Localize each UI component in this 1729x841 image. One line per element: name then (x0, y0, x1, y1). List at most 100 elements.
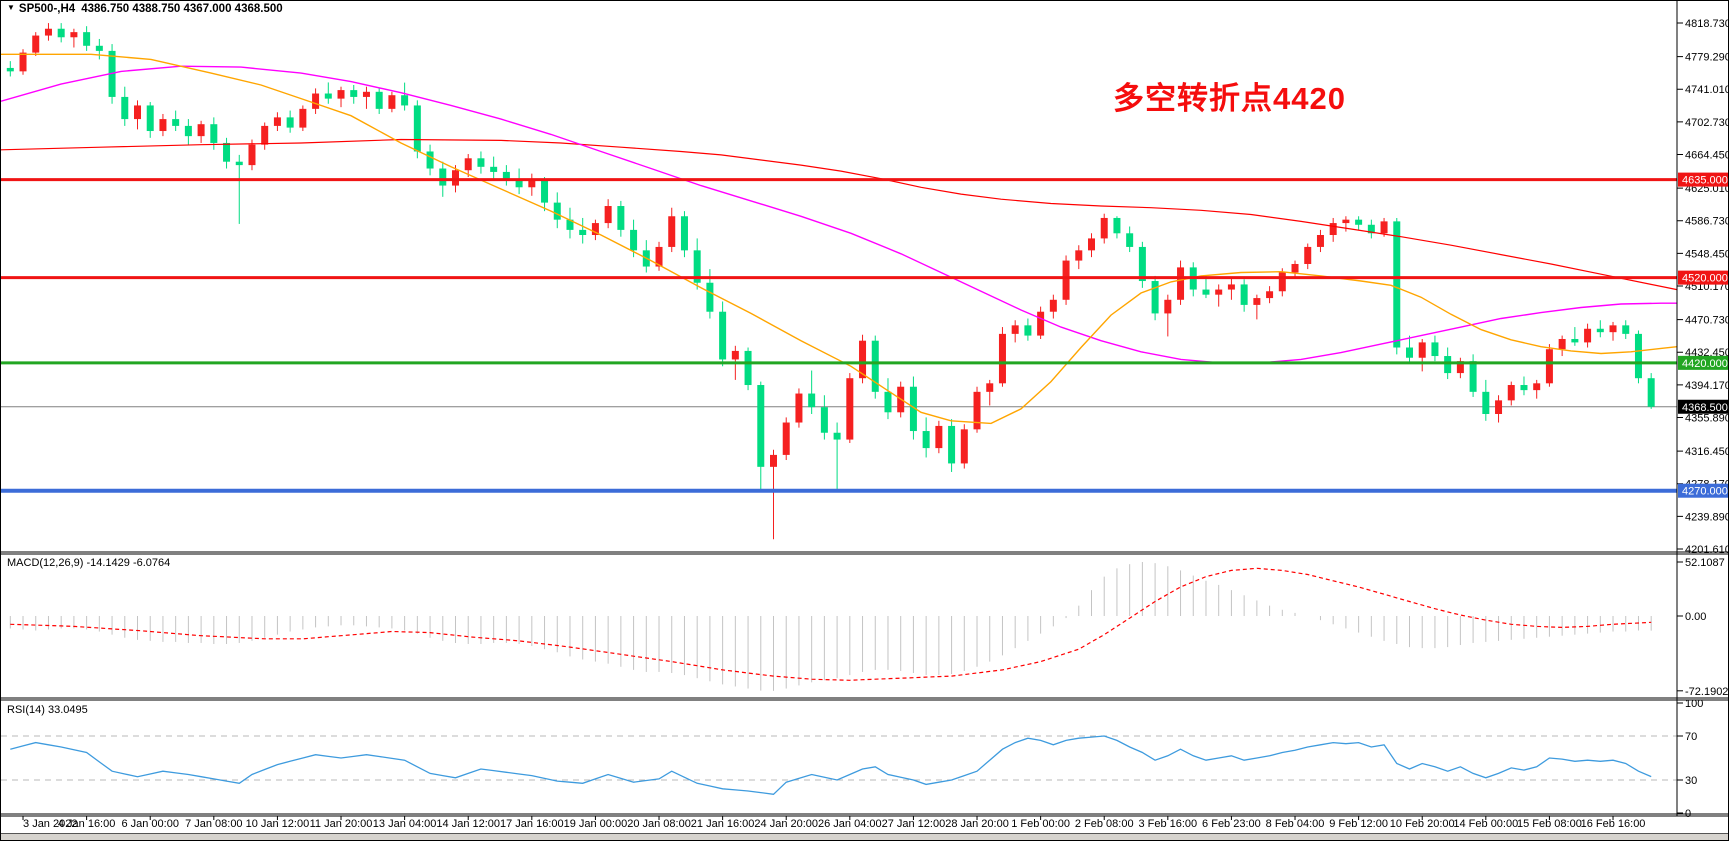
candle-up (1329, 223, 1337, 236)
candle-down (6, 67, 14, 72)
chart-dropdown-icon[interactable]: ▼ (7, 3, 15, 12)
candle-up (1075, 250, 1083, 261)
candle-up (1545, 349, 1553, 384)
macd-panel[interactable] (9, 562, 1652, 691)
candle-down (630, 229, 638, 251)
candle-up (1215, 289, 1223, 295)
candle-down (477, 158, 485, 167)
svg-text:4779.290: 4779.290 (1685, 52, 1729, 64)
svg-text:2 Feb 08:00: 2 Feb 08:00 (1075, 818, 1134, 830)
svg-text:9 Feb 12:00: 9 Feb 12:00 (1329, 818, 1388, 830)
svg-text:14 Feb 00:00: 14 Feb 00:00 (1453, 818, 1518, 830)
candle-up (935, 425, 943, 449)
candle-up (1227, 284, 1235, 290)
candle-up (782, 422, 790, 455)
svg-text:4586.730: 4586.730 (1685, 216, 1729, 228)
candle-down (744, 350, 752, 386)
candle-down (706, 282, 714, 312)
candle-down (223, 142, 231, 162)
svg-text:14 Jan 12:00: 14 Jan 12:00 (436, 818, 500, 830)
svg-text:20 Jan 08:00: 20 Jan 08:00 (627, 818, 691, 830)
candle-up (1266, 291, 1274, 299)
candle-down (1520, 385, 1528, 391)
svg-text:16 Feb 16:00: 16 Feb 16:00 (1581, 818, 1646, 830)
svg-text:4664.450: 4664.450 (1685, 150, 1729, 162)
candle-down (1622, 325, 1630, 334)
svg-text:4818.730: 4818.730 (1685, 18, 1729, 30)
candle-down (1113, 217, 1121, 234)
candle-up (159, 119, 167, 132)
candle-down (871, 340, 879, 392)
candle-up (1558, 338, 1566, 350)
svg-text:6 Feb 23:00: 6 Feb 23:00 (1202, 818, 1261, 830)
candle-down (490, 166, 498, 172)
candle-up (1316, 235, 1324, 247)
candle-up (1291, 263, 1299, 273)
candle-down (1482, 391, 1490, 414)
candle-down (1634, 333, 1642, 379)
candle-up (1100, 217, 1108, 239)
window-bottom-strip (1, 833, 1728, 840)
panel-borders (1, 1, 1728, 817)
candle-up (1584, 328, 1592, 343)
svg-text:10 Jan 12:00: 10 Jan 12:00 (246, 818, 310, 830)
candle-up (1418, 342, 1426, 358)
candle-up (859, 340, 867, 379)
price-level-label: 4270.000 (1678, 483, 1728, 498)
candle-up (1037, 311, 1045, 336)
svg-text:11 Jan 20:00: 11 Jan 20:00 (310, 818, 373, 830)
svg-text:1 Feb 00:00: 1 Feb 00:00 (1011, 818, 1070, 830)
candle-down (413, 105, 421, 152)
candle-down (146, 105, 154, 132)
svg-text:4741.010: 4741.010 (1685, 84, 1729, 96)
candle-down (83, 32, 91, 46)
price-level-label: 4420.000 (1678, 355, 1728, 370)
svg-text:27 Jan 12:00: 27 Jan 12:00 (882, 818, 946, 830)
svg-text:3 Jan 2022: 3 Jan 2022 (23, 818, 77, 830)
svg-text:24 Jan 20:00: 24 Jan 20:00 (754, 818, 818, 830)
candle-down (184, 125, 192, 137)
horizontal-levels-layer[interactable] (1, 178, 1677, 493)
rsi-panel[interactable] (1, 735, 1677, 795)
candle-up (1088, 238, 1095, 251)
candle-down (1431, 342, 1439, 357)
candle-up (1342, 219, 1350, 224)
svg-text:4201.610: 4201.610 (1685, 544, 1729, 556)
chinese-annotation: 多空转折点4420 (1113, 81, 1346, 116)
svg-text:4239.890: 4239.890 (1685, 511, 1729, 523)
candle-down (502, 171, 510, 179)
svg-text:4394.170: 4394.170 (1685, 380, 1729, 392)
candle-up (1507, 385, 1515, 401)
candle-up (362, 91, 370, 97)
candle-up (1062, 260, 1070, 300)
candle-down (515, 178, 523, 188)
candle-up (1011, 325, 1019, 334)
candle-up (1049, 299, 1057, 312)
candle-down (426, 151, 434, 169)
candle-down (57, 28, 65, 38)
candle-up (1304, 246, 1312, 264)
rsi-axis[interactable]: 100 70 30 0 (1677, 698, 1703, 820)
candle-up (846, 378, 854, 440)
candle-up (591, 223, 599, 236)
candle-up (795, 393, 803, 423)
svg-text:4548.450: 4548.450 (1685, 248, 1729, 260)
candle-up (261, 125, 269, 145)
macd-axis[interactable]: 52.1087 0.00 -72.1902 (1677, 557, 1728, 698)
svg-text:6 Jan 00:00: 6 Jan 00:00 (121, 818, 179, 830)
svg-text:4520.000: 4520.000 (1682, 273, 1728, 285)
price-level-label: 4520.000 (1678, 270, 1728, 285)
candle-down (1240, 284, 1248, 305)
svg-text:28 Jan 20:00: 28 Jan 20:00 (945, 818, 1009, 830)
candle-down (1571, 338, 1579, 343)
svg-text:8 Feb 04:00: 8 Feb 04:00 (1266, 818, 1325, 830)
candle-up (1533, 383, 1541, 391)
candle-up (312, 93, 320, 109)
symbol-name: SP500-,H4 (18, 3, 76, 15)
candle-down (680, 216, 688, 251)
candle-up (604, 206, 612, 224)
svg-text:-72.1902: -72.1902 (1685, 686, 1728, 698)
candle-down (1355, 219, 1363, 225)
